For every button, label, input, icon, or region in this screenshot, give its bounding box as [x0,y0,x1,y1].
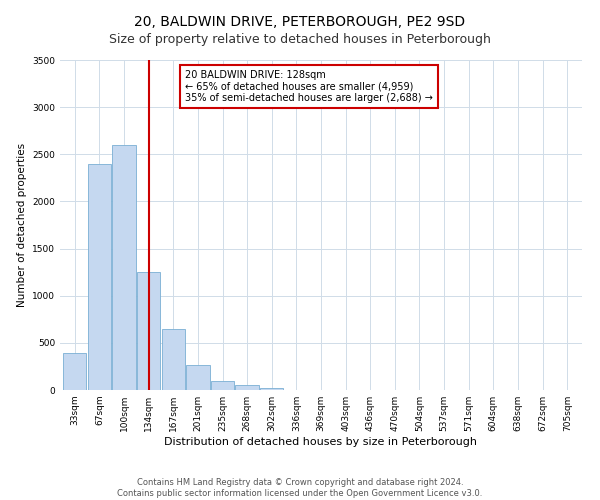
Text: 20, BALDWIN DRIVE, PETERBOROUGH, PE2 9SD: 20, BALDWIN DRIVE, PETERBOROUGH, PE2 9SD [134,15,466,29]
X-axis label: Distribution of detached houses by size in Peterborough: Distribution of detached houses by size … [164,437,478,447]
Bar [260,388,283,390]
Y-axis label: Number of detached properties: Number of detached properties [17,143,26,307]
Text: Contains HM Land Registry data © Crown copyright and database right 2024.
Contai: Contains HM Land Registry data © Crown c… [118,478,482,498]
Bar [63,353,86,390]
Bar [137,272,160,390]
Bar [88,164,111,390]
Bar [186,366,209,390]
Text: Size of property relative to detached houses in Peterborough: Size of property relative to detached ho… [109,32,491,46]
Bar [161,328,185,390]
Bar [112,145,136,390]
Bar [235,386,259,390]
Text: 20 BALDWIN DRIVE: 128sqm
← 65% of detached houses are smaller (4,959)
35% of sem: 20 BALDWIN DRIVE: 128sqm ← 65% of detach… [185,70,433,103]
Bar [211,380,234,390]
